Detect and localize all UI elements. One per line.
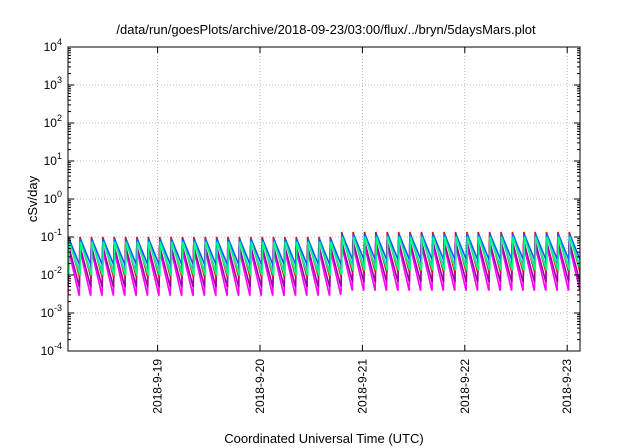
y-tick-label: 104: [44, 37, 62, 54]
y-tick-label: 10-1: [41, 227, 62, 244]
x-tick-label: 2018-9-19: [151, 359, 165, 414]
x-axis-ticks: 2018-9-19 2018-9-20 2018-9-21 2018-9-22 2018…: [151, 47, 574, 414]
y-axis-label: cSv/day: [25, 175, 40, 222]
x-axis-label: Coordinated Universal Time (UTC): [224, 431, 423, 446]
series-line: [68, 240, 580, 288]
y-axis-ticks: 10-4 10-3 10-2 10-1 100 101 102 103 104: [41, 37, 580, 358]
series-group: [68, 231, 580, 296]
gridlines: [68, 47, 580, 351]
x-tick-label: 2018-9-22: [458, 359, 472, 414]
series-line: [68, 236, 580, 276]
y-tick-label: 101: [44, 151, 62, 168]
y-tick-label: 10-3: [41, 303, 62, 320]
chart-title: /data/run/goesPlots/archive/2018-09-23/0…: [116, 22, 536, 37]
y-tick-label: 100: [44, 189, 62, 206]
y-tick-label: 102: [44, 113, 62, 130]
x-tick-label: 2018-9-23: [560, 359, 574, 414]
y-tick-label: 10-2: [41, 265, 62, 282]
x-tick-label: 2018-9-20: [253, 359, 267, 414]
x-tick-label: 2018-9-21: [355, 359, 369, 414]
y-tick-label: 10-4: [41, 341, 62, 358]
y-tick-label: 103: [44, 75, 62, 92]
